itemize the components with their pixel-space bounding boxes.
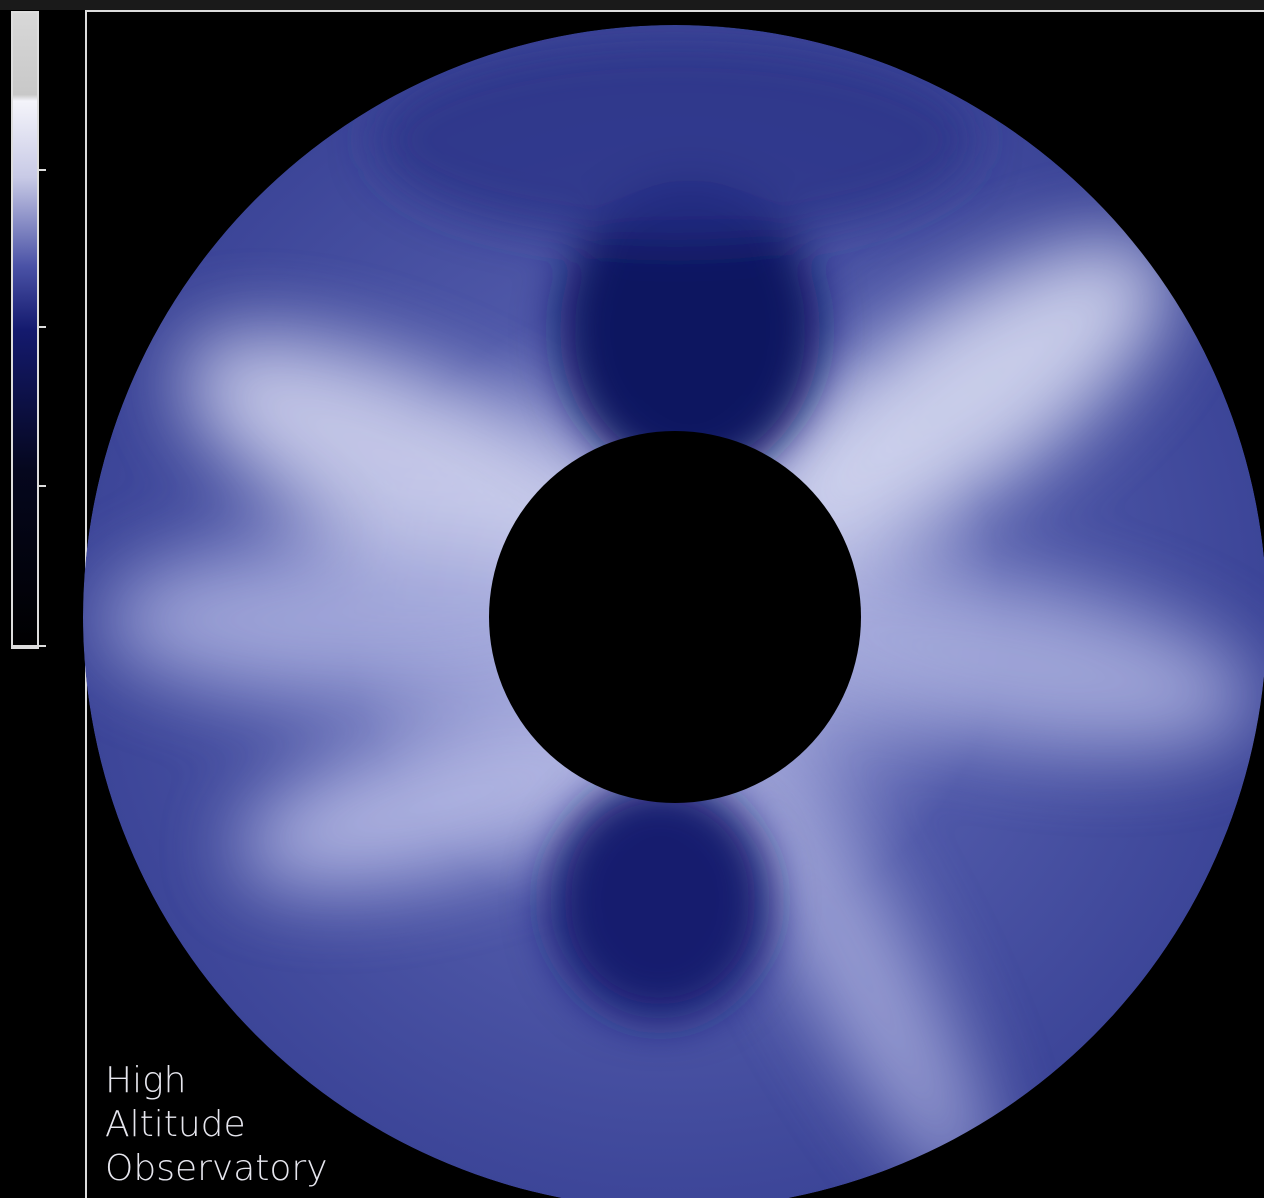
label-line: Altitude	[105, 1104, 246, 1145]
corona	[83, 25, 1264, 1198]
label-line: High	[105, 1060, 187, 1101]
occulter	[489, 431, 861, 803]
color-bar	[11, 11, 39, 649]
label-line: Observatory	[105, 1148, 328, 1189]
color-bar-ticks	[12, 169, 46, 647]
